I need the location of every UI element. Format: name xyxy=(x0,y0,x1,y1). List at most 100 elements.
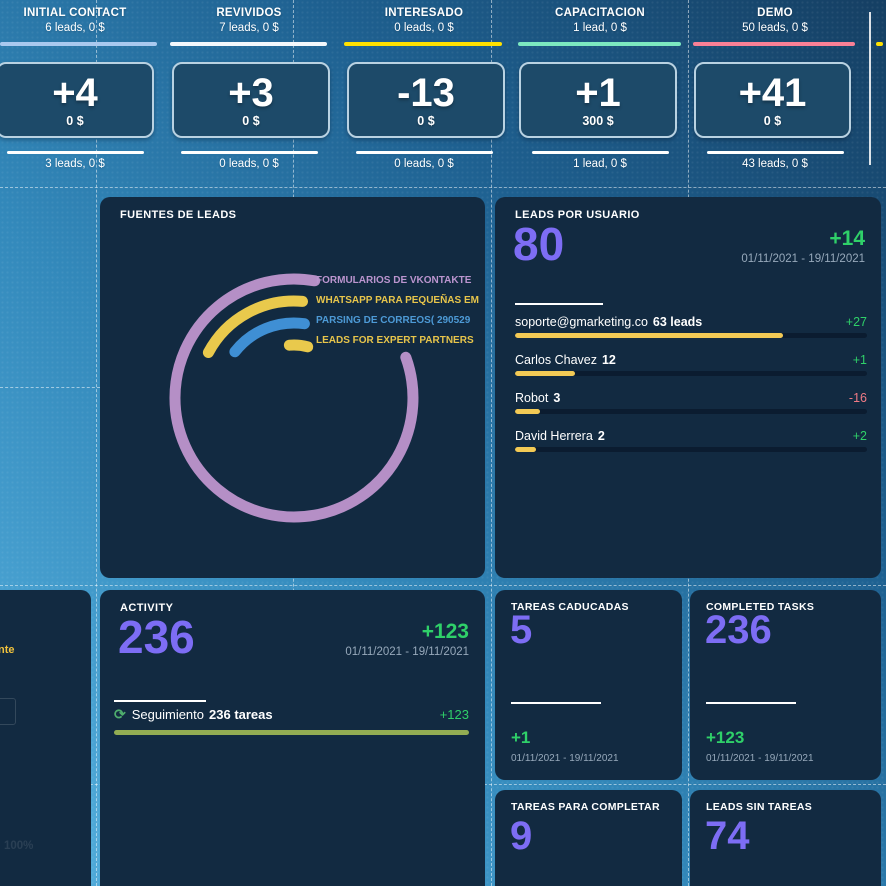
stage-footer-bar xyxy=(532,151,669,154)
stage-summary: 7 leads, 0 $ xyxy=(219,22,279,34)
user-lead-count: 3 xyxy=(553,391,561,405)
stage-summary: 6 leads, 0 $ xyxy=(45,22,105,34)
stage-delta-card[interactable]: -13 0 $ xyxy=(347,62,505,138)
divider xyxy=(706,702,796,704)
stage-name: REVIVIDOS xyxy=(216,7,282,19)
task-bar-track xyxy=(114,730,469,735)
widget-title: FUENTES DE LEADS xyxy=(120,209,237,221)
date-range: 01/11/2021 - 19/11/2021 xyxy=(345,646,469,658)
user-name: David Herrera xyxy=(515,429,593,443)
funnel-stage-revividos[interactable]: REVIVIDOS 7 leads, 0 $ xyxy=(169,7,329,34)
arc-leads-expert-partners[interactable] xyxy=(283,339,314,353)
task-bar-fill xyxy=(114,730,469,735)
arc-whatsapp[interactable] xyxy=(202,295,308,358)
widget-fuentes-de-leads[interactable]: FUENTES DE LEADS FORMULARIOS DE VKONTAKT… xyxy=(100,197,485,578)
user-delta: -16 xyxy=(848,391,867,405)
date-range: 01/11/2021 - 19/11/2021 xyxy=(706,753,814,764)
legend-item[interactable]: WHATSAPP PARA PEQUEÑAS EM xyxy=(316,295,479,306)
user-bar-track xyxy=(515,371,867,376)
divider xyxy=(511,702,601,704)
grid-guide-horizontal xyxy=(0,585,886,586)
stage-name: INTERESADO xyxy=(384,7,464,19)
arc-parsing-correos[interactable] xyxy=(229,317,310,358)
funnel-stage-capacitacion[interactable]: CAPACITACION 1 lead, 0 $ xyxy=(520,7,680,34)
divider xyxy=(114,700,206,702)
total-tareas-para-completar: 9 xyxy=(510,814,533,858)
widget-title: TAREAS PARA COMPLETAR xyxy=(511,801,660,813)
grid-guide-horizontal xyxy=(0,187,886,188)
leads-delta: +14 xyxy=(829,227,865,250)
stage-footer[interactable]: 0 leads, 0 $ xyxy=(219,158,279,170)
activity-delta: +123 xyxy=(421,620,469,643)
stage-footer[interactable]: 1 lead, 0 $ xyxy=(573,158,627,170)
user-row[interactable]: Robot 3 -16 xyxy=(515,391,867,414)
stage-delta: -13 xyxy=(397,71,455,115)
user-delta: +2 xyxy=(852,429,867,443)
user-row[interactable]: Carlos Chavez 12 +1 xyxy=(515,353,867,376)
truncated-label: nte xyxy=(0,644,15,656)
stage-delta: +3 xyxy=(228,71,274,115)
funnel-stage-demo[interactable]: DEMO 50 leads, 0 $ xyxy=(695,7,855,34)
stage-delta-amount: 300 $ xyxy=(582,114,614,128)
stage-footer-bar xyxy=(356,151,493,154)
funnel-stage-initial-contact[interactable]: INITIAL CONTACT 6 leads, 0 $ xyxy=(0,7,155,34)
user-row[interactable]: soporte@gmarketing.co 63 leads +27 xyxy=(515,315,867,338)
date-range: 01/11/2021 - 19/11/2021 xyxy=(741,253,865,265)
user-row[interactable]: David Herrera 2 +2 xyxy=(515,429,867,452)
widget-left-partial[interactable]: nte 100% xyxy=(0,590,91,886)
stage-footer[interactable]: 43 leads, 0 $ xyxy=(742,158,808,170)
tareas-caducadas-delta: +1 xyxy=(511,728,531,747)
task-row[interactable]: ⟳ Seguimiento 236 tareas +123 xyxy=(114,706,469,723)
grid-guide-vertical xyxy=(491,0,492,886)
user-name: Carlos Chavez xyxy=(515,353,597,367)
stage-delta-amount: 0 $ xyxy=(417,114,435,128)
stage-summary: 1 lead, 0 $ xyxy=(573,22,627,34)
task-count: 236 tareas xyxy=(209,707,273,722)
next-stage-color-bar xyxy=(876,42,883,46)
stage-color-bar xyxy=(693,42,855,46)
stage-summary: 50 leads, 0 $ xyxy=(742,22,808,34)
task-delta: +123 xyxy=(439,707,469,722)
stage-name: INITIAL CONTACT xyxy=(23,7,127,19)
widget-leads-sin-tareas[interactable]: LEADS SIN TAREAS 74 xyxy=(690,790,881,886)
total-leads-sin-tareas: 74 xyxy=(705,814,750,858)
stage-delta-card[interactable]: +41 0 $ xyxy=(694,62,851,138)
widget-leads-por-usuario[interactable]: LEADS POR USUARIO 80 +14 01/11/2021 - 19… xyxy=(495,197,881,578)
arc-formularios-vkontakte[interactable] xyxy=(169,273,419,523)
widget-activity[interactable]: ACTIVITY 236 +123 01/11/2021 - 19/11/202… xyxy=(100,590,485,886)
date-range: 01/11/2021 - 19/11/2021 xyxy=(511,753,619,764)
widget-title: LEADS SIN TAREAS xyxy=(706,801,813,813)
user-bar-fill xyxy=(515,409,540,414)
widget-completed-tasks[interactable]: COMPLETED TASKS 236 +123 01/11/2021 - 19… xyxy=(690,590,881,780)
stage-summary: 0 leads, 0 $ xyxy=(394,22,454,34)
stage-footer[interactable]: 0 leads, 0 $ xyxy=(394,158,454,170)
funnel-stage-interesado[interactable]: INTERESADO 0 leads, 0 $ xyxy=(344,7,504,34)
widget-tareas-para-completar[interactable]: TAREAS PARA COMPLETAR 9 xyxy=(495,790,682,886)
user-list: soporte@gmarketing.co 63 leads +27 Carlo… xyxy=(515,315,867,467)
stage-footer[interactable]: 3 leads, 0 $ xyxy=(45,158,105,170)
stage-color-bar xyxy=(518,42,681,46)
widget-title: LEADS POR USUARIO xyxy=(515,209,640,221)
next-stage-separator xyxy=(869,12,871,165)
stage-delta-card[interactable]: +4 0 $ xyxy=(0,62,154,138)
total-leads: 80 xyxy=(513,218,565,270)
user-name: Robot xyxy=(515,391,549,405)
stage-name: DEMO xyxy=(757,7,793,19)
user-delta: +1 xyxy=(852,353,867,367)
widget-title: TAREAS CADUCADAS xyxy=(511,601,629,613)
legend-item[interactable]: FORMULARIOS DE VKONTAKTE xyxy=(316,275,472,286)
total-tareas-caducadas: 5 xyxy=(510,608,533,652)
stage-delta: +41 xyxy=(738,71,807,115)
chart-legend: FORMULARIOS DE VKONTAKTE WHATSAPP PARA P… xyxy=(316,273,482,353)
user-bar-track xyxy=(515,447,867,452)
legend-item[interactable]: LEADS FOR EXPERT PARTNERS xyxy=(316,335,474,346)
widget-tareas-caducadas[interactable]: TAREAS CADUCADAS 5 +1 01/11/2021 - 19/11… xyxy=(495,590,682,780)
stage-delta-card[interactable]: +1 300 $ xyxy=(519,62,677,138)
widget-title: ACTIVITY xyxy=(120,602,174,614)
legend-item[interactable]: PARSING DE CORREOS( 290529 xyxy=(316,315,471,326)
stage-color-bar xyxy=(0,42,157,46)
grid-guide-horizontal xyxy=(0,387,100,388)
stage-delta-card[interactable]: +3 0 $ xyxy=(172,62,330,138)
stage-delta-amount: 0 $ xyxy=(242,114,260,128)
percent-label: 100% xyxy=(4,840,34,852)
